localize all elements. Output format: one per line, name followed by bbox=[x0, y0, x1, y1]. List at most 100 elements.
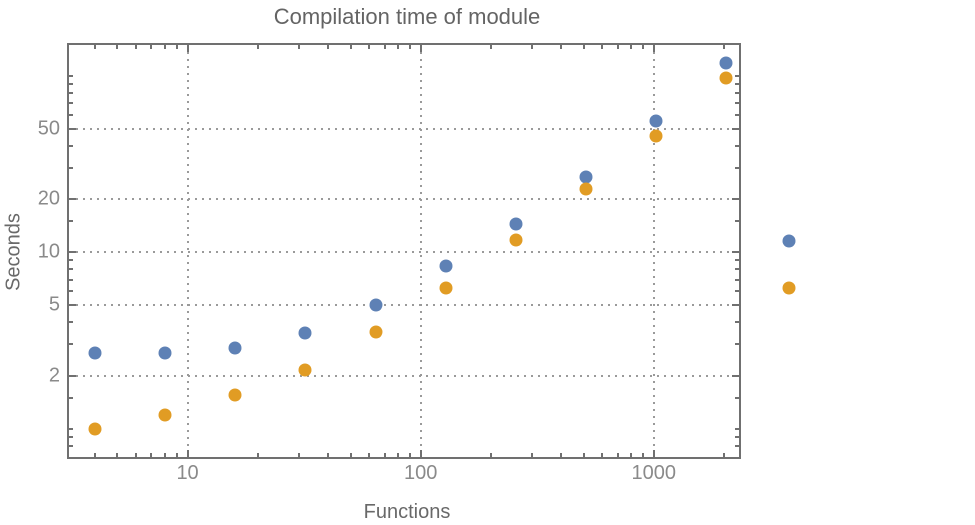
y-tick-label: 50 bbox=[37, 117, 60, 140]
y-axis-label: Seconds bbox=[2, 213, 25, 291]
data-point-blue-series bbox=[88, 346, 102, 360]
y-tick-left bbox=[69, 145, 73, 148]
x-tick-top bbox=[163, 45, 166, 49]
x-tick-top bbox=[489, 45, 492, 49]
y-tick-right bbox=[735, 259, 739, 262]
x-tick-top bbox=[134, 45, 137, 49]
plot-frame bbox=[67, 43, 741, 459]
x-tick-label: 100 bbox=[403, 462, 438, 484]
x-tick-top bbox=[409, 45, 412, 49]
y-tick-left bbox=[69, 75, 73, 78]
x-tick-bottom bbox=[383, 453, 386, 457]
x-tick-bottom bbox=[256, 453, 259, 457]
y-tick-left bbox=[69, 83, 73, 86]
x-tick-top bbox=[530, 45, 533, 49]
y-tick-left bbox=[69, 427, 73, 430]
x-tick-label: 1000 bbox=[631, 462, 677, 484]
y-tick-left bbox=[69, 114, 73, 117]
y-tick-left bbox=[69, 374, 76, 377]
y-tick-left bbox=[69, 220, 73, 223]
x-tick-top bbox=[560, 45, 563, 49]
y-gridline bbox=[69, 128, 739, 131]
y-tick-right bbox=[735, 444, 739, 447]
data-point-orange-series bbox=[439, 281, 453, 295]
x-tick-bottom bbox=[175, 453, 178, 457]
x-tick-top bbox=[582, 45, 585, 49]
x-axis-label: Functions bbox=[363, 501, 451, 523]
x-tick-label: 10 bbox=[176, 462, 199, 484]
y-tick-label: 2 bbox=[48, 364, 60, 387]
x-gridline bbox=[652, 45, 655, 457]
y-tick-left bbox=[69, 92, 73, 95]
y-tick-right bbox=[735, 220, 739, 223]
x-tick-top bbox=[722, 45, 725, 49]
data-point-blue-series bbox=[579, 170, 593, 184]
y-tick-right bbox=[732, 198, 739, 201]
x-tick-top bbox=[349, 45, 352, 49]
y-tick-right bbox=[735, 396, 739, 399]
y-tick-left bbox=[69, 198, 76, 201]
x-tick-top bbox=[642, 45, 645, 49]
blue-series-marker bbox=[782, 234, 796, 248]
data-point-blue-series bbox=[369, 298, 382, 312]
y-tick-left bbox=[69, 435, 73, 438]
y-tick-left bbox=[69, 396, 73, 399]
y-tick-right bbox=[735, 343, 739, 346]
x-tick-top bbox=[186, 45, 189, 52]
y-tick-left bbox=[69, 343, 73, 346]
x-tick-bottom bbox=[642, 453, 645, 457]
x-tick-top bbox=[630, 45, 633, 49]
y-tick-right bbox=[735, 167, 739, 170]
y-tick-right bbox=[735, 278, 739, 281]
data-point-orange-series bbox=[719, 71, 733, 85]
x-tick-bottom bbox=[397, 453, 400, 457]
x-tick-bottom bbox=[349, 453, 352, 457]
y-tick-right bbox=[735, 268, 739, 271]
y-tick-left bbox=[69, 290, 73, 293]
x-tick-bottom bbox=[601, 453, 604, 457]
x-tick-bottom bbox=[582, 453, 585, 457]
y-tick-left bbox=[69, 321, 73, 324]
x-tick-top bbox=[297, 45, 300, 49]
x-tick-bottom bbox=[134, 453, 137, 457]
data-point-blue-series bbox=[228, 341, 242, 355]
y-tick-left bbox=[69, 268, 73, 271]
y-tick-label: 10 bbox=[37, 240, 60, 263]
y-tick-left bbox=[69, 128, 76, 131]
data-point-orange-series bbox=[88, 422, 102, 436]
y-tick-right bbox=[735, 92, 739, 95]
data-point-orange-series bbox=[649, 129, 663, 143]
y-tick-right bbox=[735, 435, 739, 438]
x-tick-bottom bbox=[163, 453, 166, 457]
y-tick-left bbox=[69, 304, 76, 307]
y-gridline bbox=[69, 374, 739, 377]
y-tick-right bbox=[732, 374, 739, 377]
data-point-blue-series bbox=[509, 217, 523, 231]
y-gridline bbox=[69, 304, 739, 307]
y-tick-label: 5 bbox=[48, 293, 60, 316]
y-tick-left bbox=[69, 251, 76, 254]
y-gridline bbox=[69, 251, 739, 254]
x-gridline bbox=[419, 45, 422, 457]
data-point-orange-series bbox=[228, 388, 242, 402]
x-tick-bottom bbox=[150, 453, 153, 457]
x-tick-bottom bbox=[616, 453, 619, 457]
y-tick-label: 20 bbox=[37, 187, 60, 210]
chart-title: Compilation time of module bbox=[273, 4, 541, 29]
data-point-orange-series bbox=[369, 325, 382, 339]
x-tick-top bbox=[616, 45, 619, 49]
x-tick-top bbox=[150, 45, 153, 49]
x-tick-bottom bbox=[652, 450, 655, 457]
y-tick-right bbox=[735, 83, 739, 86]
y-tick-right bbox=[735, 290, 739, 293]
y-gridline bbox=[69, 198, 739, 201]
x-tick-top bbox=[397, 45, 400, 49]
x-tick-bottom bbox=[419, 450, 422, 457]
x-tick-bottom bbox=[530, 453, 533, 457]
y-tick-right bbox=[735, 102, 739, 105]
x-tick-bottom bbox=[489, 453, 492, 457]
x-tick-top bbox=[383, 45, 386, 49]
y-tick-right bbox=[732, 128, 739, 131]
y-tick-left bbox=[69, 278, 73, 281]
y-tick-left bbox=[69, 167, 73, 170]
